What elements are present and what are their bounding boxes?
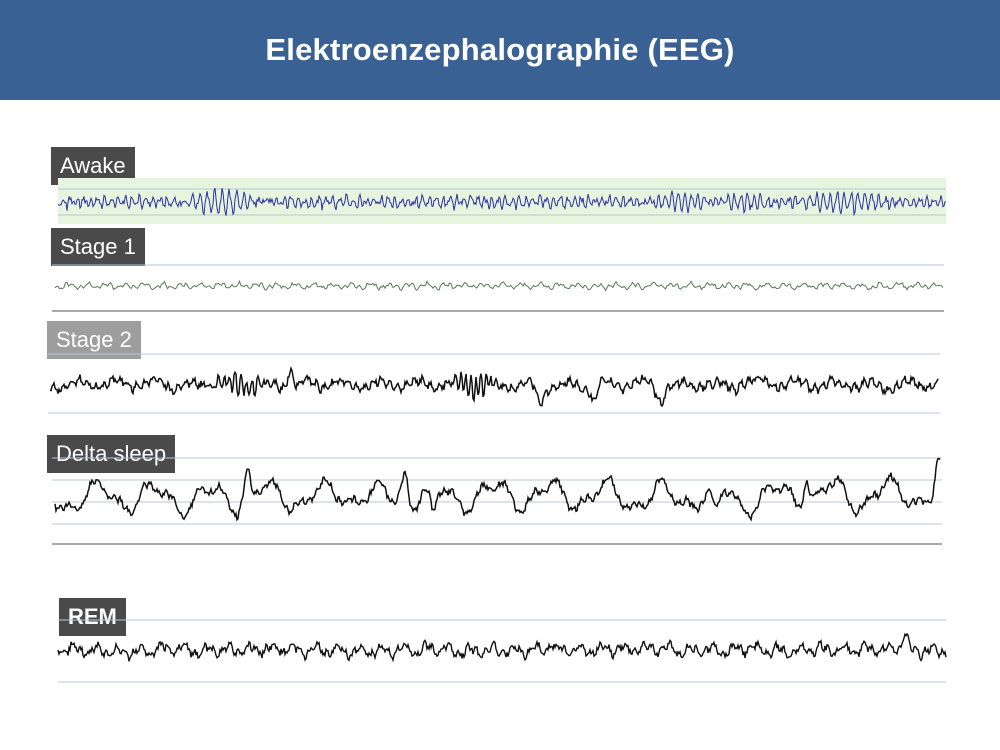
stage-label-stage-2: Stage 2 xyxy=(47,321,141,359)
rem-eeg-trace xyxy=(57,632,947,663)
page-title: Elektroenzephalographie (EEG) xyxy=(265,32,735,67)
stage-1-eeg-trace xyxy=(54,279,944,292)
awake-background-band xyxy=(58,178,946,224)
header-bar: Elektroenzephalographie (EEG) xyxy=(0,0,1000,100)
stage-label-delta-sleep: Delta sleep xyxy=(47,435,176,473)
delta-sleep-eeg-trace xyxy=(54,457,941,522)
awake-eeg-trace xyxy=(57,187,947,217)
stage-2-eeg-trace xyxy=(49,365,939,408)
stage-label-stage-1: Stage 1 xyxy=(51,228,145,266)
stage-label-rem: REM xyxy=(59,598,126,636)
